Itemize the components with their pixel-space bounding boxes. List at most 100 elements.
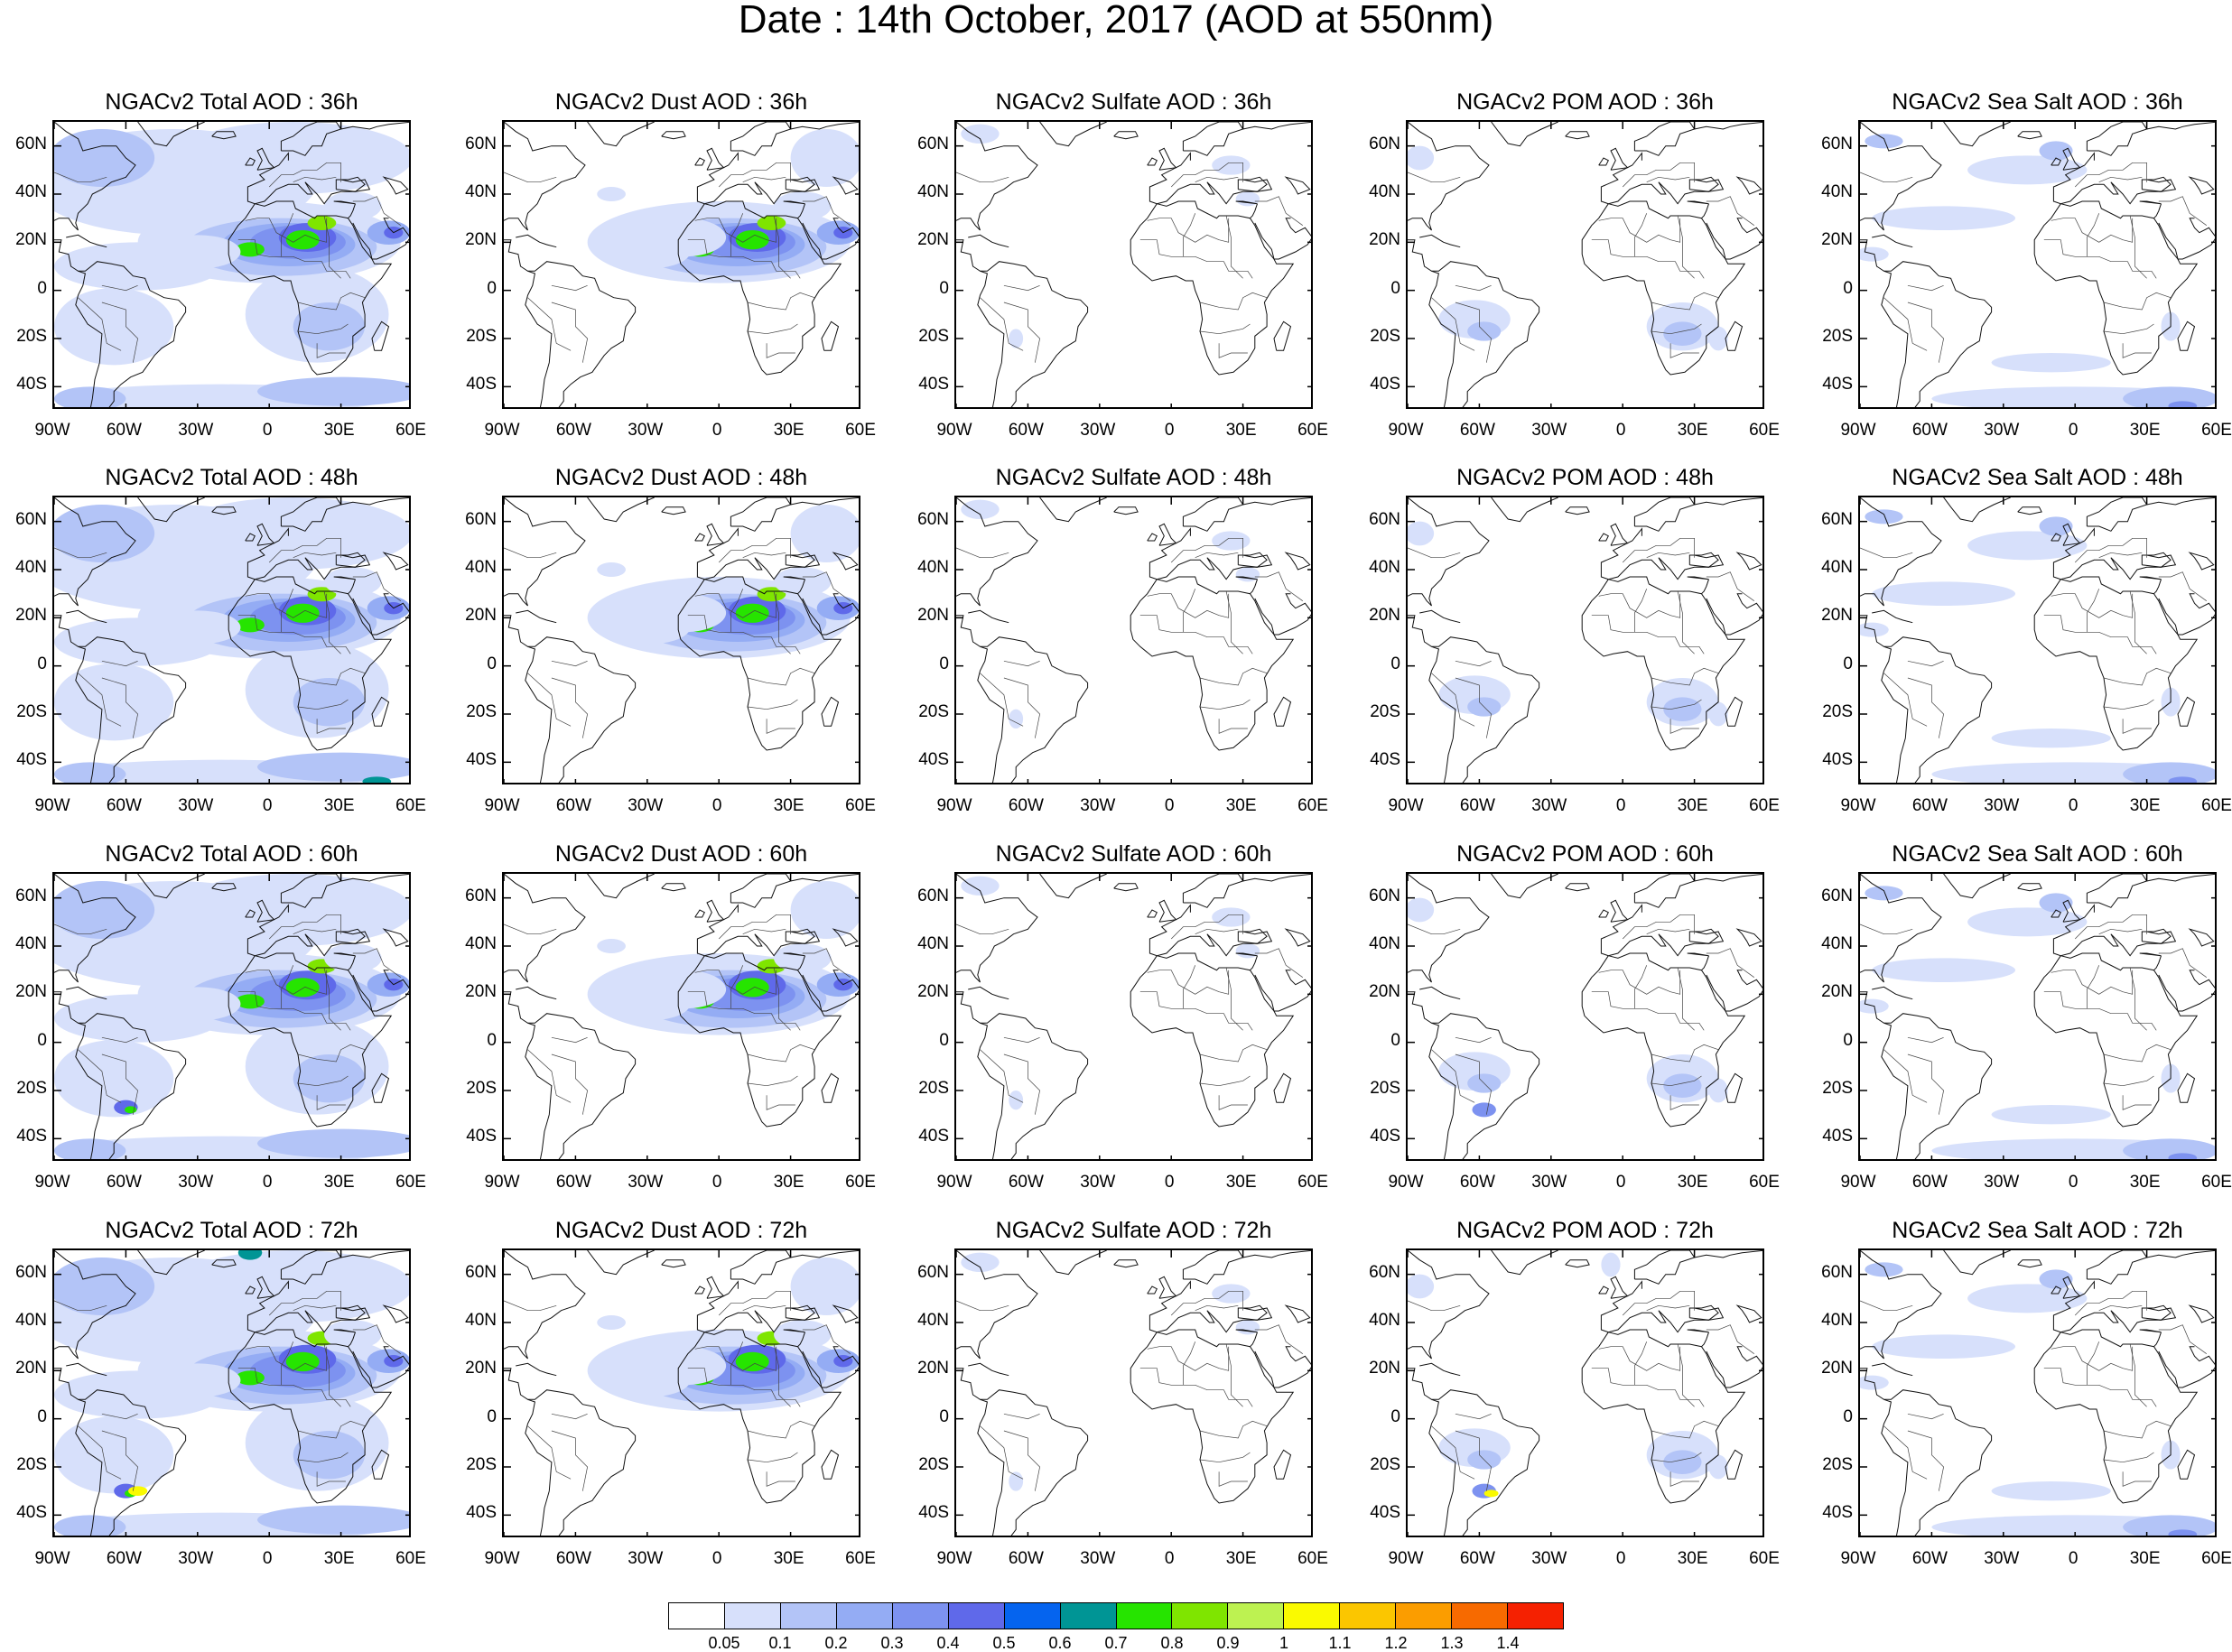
aod-region xyxy=(1967,531,2088,561)
lon-tick-label: 90W xyxy=(1388,796,1424,815)
aod-region xyxy=(1235,191,1260,207)
country-border xyxy=(980,1049,1024,1103)
country-border xyxy=(687,239,801,279)
lat-tick-label: 20N xyxy=(465,982,497,1002)
lat-tick-label: 40N xyxy=(465,558,497,577)
country-border xyxy=(101,660,138,667)
lat-tick-label: 20S xyxy=(1822,1455,1853,1474)
lat-tick-label: 20S xyxy=(1370,702,1400,721)
coastline xyxy=(525,270,553,407)
aod-region xyxy=(1967,155,2088,185)
aod-map xyxy=(956,122,1311,407)
aod-region xyxy=(285,230,320,250)
coastline xyxy=(797,579,805,595)
coastline xyxy=(677,576,842,751)
coastline xyxy=(371,320,390,351)
country-border xyxy=(1147,218,1230,243)
country-border xyxy=(773,967,791,1031)
coastline xyxy=(54,991,187,1159)
country-border xyxy=(1598,970,1681,995)
lon-tick-label: 90W xyxy=(34,1173,70,1192)
country-border xyxy=(694,1346,777,1371)
lon-tick-label: 30E xyxy=(2129,421,2161,440)
country-border xyxy=(1183,213,1196,257)
lat-tick-label: 40S xyxy=(1822,1127,1853,1146)
lon-tick-label: 60E xyxy=(1749,1173,1780,1192)
country-border xyxy=(1646,928,1690,935)
coastline xyxy=(1860,991,1993,1159)
coastline xyxy=(1694,497,1762,506)
coastline xyxy=(1687,576,1709,580)
coastline xyxy=(797,1332,805,1348)
aod-region xyxy=(256,376,409,406)
coastline xyxy=(66,609,107,624)
country-border xyxy=(742,552,786,559)
coastline xyxy=(783,200,805,205)
coastline xyxy=(228,576,393,751)
country-border xyxy=(1455,302,1492,363)
coastline xyxy=(340,1250,409,1258)
lon-tick-label: 60E xyxy=(1749,1549,1780,1568)
country-border xyxy=(1591,615,1705,654)
lat-tick-label: 0 xyxy=(1843,1406,1853,1426)
coastline xyxy=(661,131,686,140)
colorbar-box xyxy=(892,1603,949,1629)
lat-tick-label: 40S xyxy=(1822,375,1853,394)
country-border xyxy=(1677,1343,1695,1407)
lat-tick-label: 40S xyxy=(16,1503,47,1523)
coastline xyxy=(504,615,637,783)
coastline xyxy=(1688,1304,1719,1321)
lon-tick-label: 60E xyxy=(395,1173,426,1192)
country-border xyxy=(293,1304,337,1312)
coastline xyxy=(1491,497,1558,523)
panel-title: NGACv2 Sea Salt AOD : 60h xyxy=(1892,841,2183,867)
country-border xyxy=(1591,991,1705,1031)
lat-tick-label: 40N xyxy=(917,182,949,201)
coastline xyxy=(1598,533,1609,542)
country-border xyxy=(1431,673,1475,727)
coastline xyxy=(504,239,637,407)
lon-tick-label: 60E xyxy=(1297,796,1328,815)
panel-title: NGACv2 Sulfate AOD : 36h xyxy=(995,89,1272,115)
aod-region xyxy=(790,505,859,562)
aod-region xyxy=(1235,1320,1260,1335)
coastline xyxy=(821,1072,840,1103)
lon-tick-label: 0 xyxy=(1164,1549,1175,1568)
country-border xyxy=(773,1343,791,1407)
figure-title: Date : 14th October, 2017 (AOD at 550nm) xyxy=(738,0,1494,42)
aod-region xyxy=(1967,907,2088,937)
colorbar-box xyxy=(836,1603,893,1629)
aod-region xyxy=(1472,1102,1496,1118)
country-border xyxy=(504,1300,557,1312)
aod-map xyxy=(54,497,409,783)
country-border xyxy=(1254,571,1304,601)
coastline xyxy=(66,234,107,248)
country-border xyxy=(1646,552,1690,559)
lat-tick-label: 60N xyxy=(1369,886,1400,905)
coastline xyxy=(525,1398,553,1536)
lon-tick-label: 30W xyxy=(1531,1549,1567,1568)
lon-tick-label: 30E xyxy=(1677,421,1708,440)
lat-tick-label: 20S xyxy=(918,1079,949,1098)
country-border xyxy=(1622,162,1695,188)
coastline xyxy=(956,497,1038,607)
coastline xyxy=(525,1022,553,1159)
coastline xyxy=(504,874,586,983)
map-panel-pom-0 xyxy=(1406,120,1764,409)
country-border xyxy=(1199,292,1268,311)
coastline xyxy=(1408,239,1540,407)
country-border xyxy=(1907,1413,1944,1420)
colorbar-box xyxy=(669,1603,725,1629)
country-border xyxy=(1254,948,1304,978)
aod-region xyxy=(2039,893,2073,913)
lon-tick-label: 30W xyxy=(1080,421,1116,440)
colorbar-label: 0.4 xyxy=(936,1634,960,1652)
country-border xyxy=(268,162,341,188)
lat-tick-label: 0 xyxy=(37,654,47,673)
country-border xyxy=(2158,1324,2208,1354)
lat-tick-label: 40N xyxy=(15,934,47,953)
lon-tick-label: 60W xyxy=(106,796,142,815)
lat-tick-label: 0 xyxy=(487,654,497,673)
coastline xyxy=(211,883,237,892)
country-border xyxy=(1907,1036,1944,1044)
